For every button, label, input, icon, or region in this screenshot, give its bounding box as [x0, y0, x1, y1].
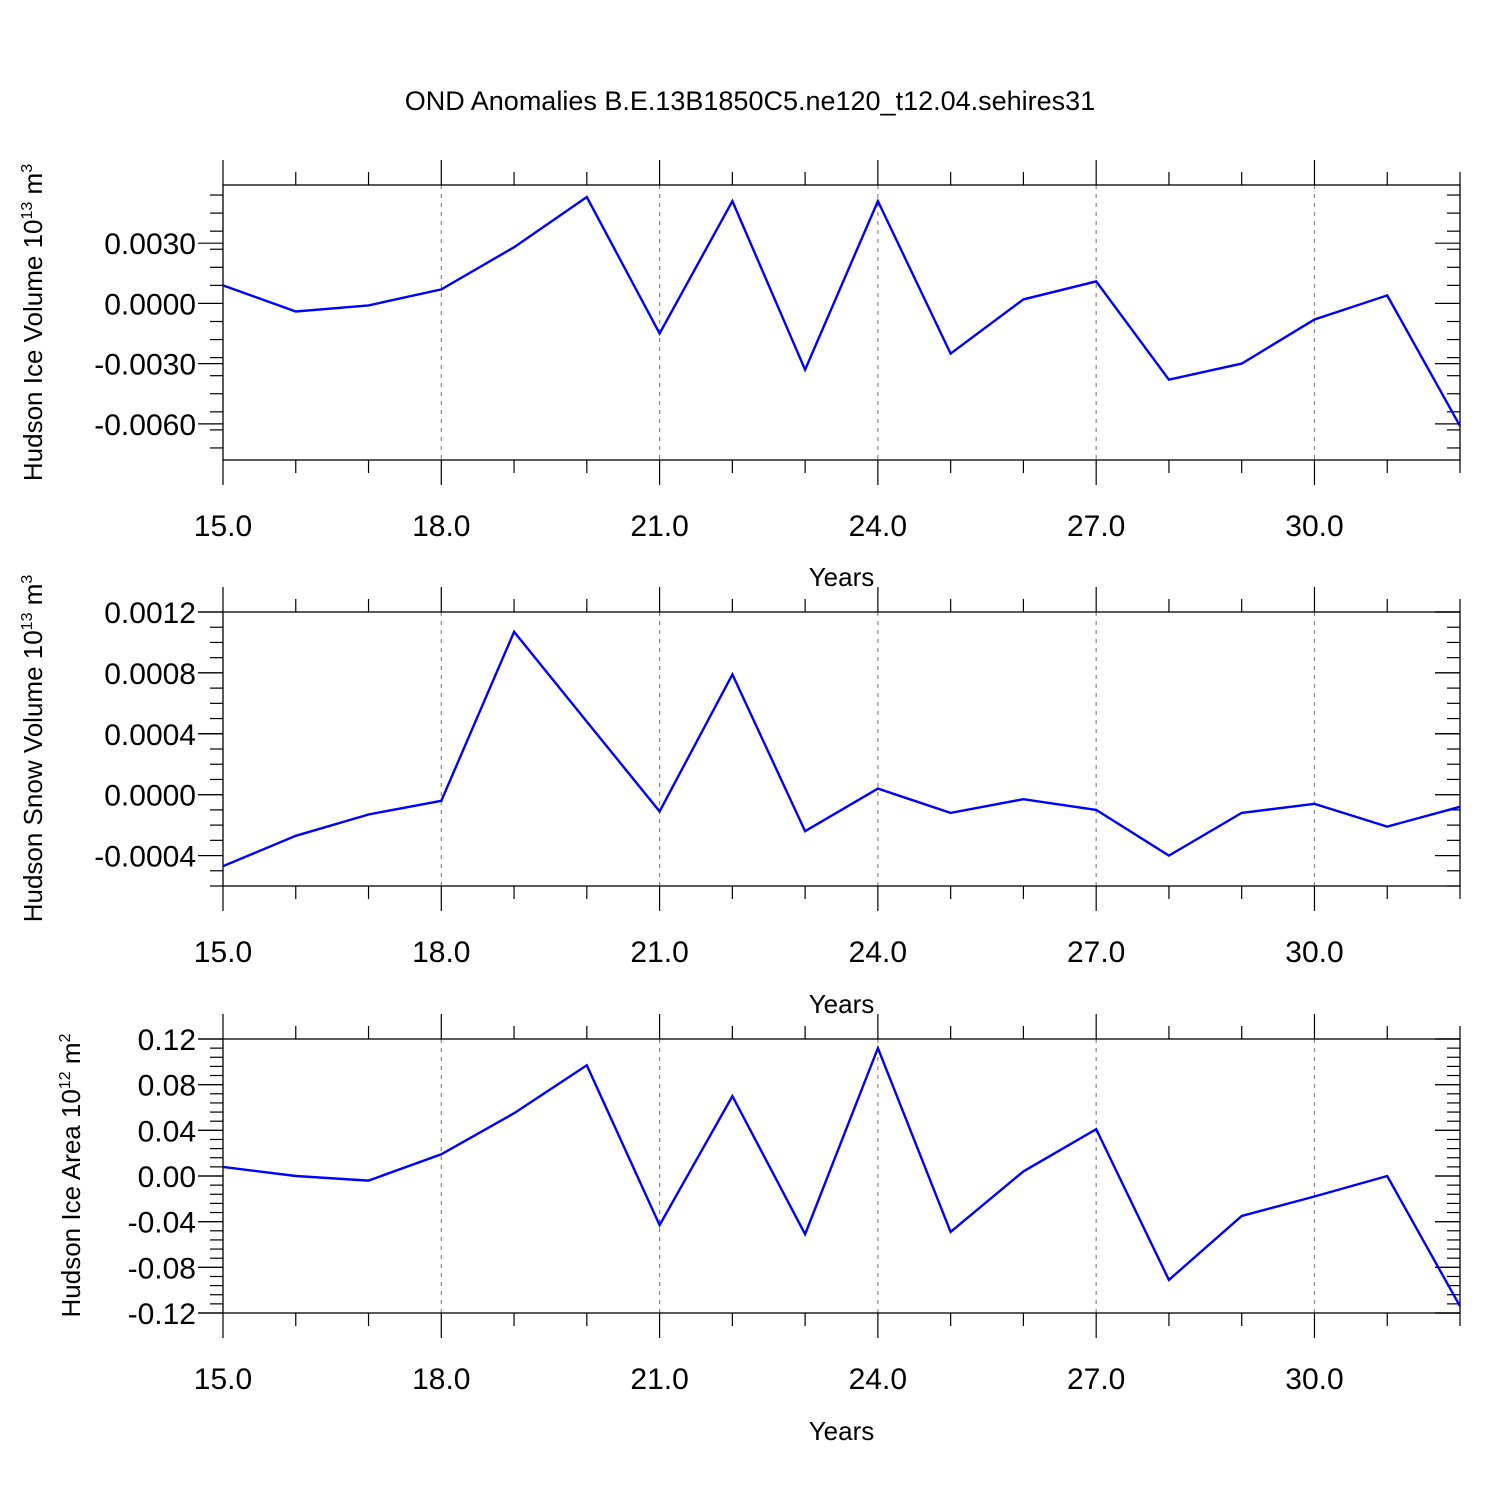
x-tick-label: 30.0 [1285, 510, 1343, 543]
series-line [222, 629, 1461, 868]
x-tick-label: 27.0 [1067, 936, 1125, 969]
x-tick-label: 15.0 [194, 936, 252, 969]
y-axis-title-part: m [56, 1042, 86, 1071]
x-tick-label: 30.0 [1285, 936, 1343, 969]
series-line [222, 1044, 1462, 1307]
y-tick-label: 0.0030 [104, 228, 196, 261]
x-axis-title: Years [809, 1416, 875, 1446]
x-tick-label: 24.0 [849, 1363, 907, 1396]
panel-1: 15.0 18.0 21.0 24.0 27.0 30.0 -0.0060 -0.0030 0.… [18, 160, 1462, 592]
x-tick-label: 18.0 [412, 1363, 470, 1396]
x-tick-label: 18.0 [412, 510, 470, 543]
y-axis-title-part: Hudson Ice Volume 10 [18, 219, 48, 481]
x-tick-label: 21.0 [630, 1363, 688, 1396]
x-tick-label: 30.0 [1285, 1363, 1343, 1396]
y-axis-title: Hudson Ice Volume 1013 m3 [18, 164, 48, 481]
y-tick-label: 0.0004 [104, 719, 196, 752]
x-tick-label: 21.0 [630, 510, 688, 543]
x-tick-label: 24.0 [849, 510, 907, 543]
y-axis-title-part: Hudson Snow Volume 10 [18, 630, 48, 922]
x-axis-title: Years [809, 562, 875, 592]
y-tick-label: 0.08 [138, 1070, 196, 1103]
panel-2: 15.0 18.0 21.0 24.0 27.0 30.0 -0.0004 0.0000 0.0… [18, 575, 1461, 1019]
x-tick-label: 24.0 [849, 936, 907, 969]
y-tick-label: 0.04 [138, 1115, 196, 1148]
y-tick-label: 0.0000 [104, 780, 196, 813]
y-axis-title-superscript: 3 [19, 575, 36, 584]
chart-title: OND Anomalies B.E.13B1850C5.ne120_t12.04… [404, 86, 1096, 116]
y-axis-title: Hudson Ice Area 1012 m2 [56, 1033, 86, 1317]
y-axis-title-superscript: 12 [57, 1071, 74, 1089]
y-tick-label: 0.12 [138, 1024, 196, 1057]
x-tick-label: 27.0 [1067, 510, 1125, 543]
y-axis-title-superscript: 13 [19, 612, 36, 630]
y-axis-title-superscript: 3 [19, 164, 36, 173]
x-axis-title: Years [809, 989, 875, 1019]
y-tick-label: 0.0000 [104, 288, 196, 321]
y-axis-title-part: m [18, 584, 48, 613]
y-tick-label: -0.0060 [94, 409, 196, 442]
plot-frame [222, 1038, 1461, 1314]
x-tick-label: 18.0 [412, 936, 470, 969]
panel-3: 15.0 18.0 21.0 24.0 27.0 30.0 -0.12 -0.08 -0.04 0… [56, 1014, 1462, 1446]
plot-frame [222, 184, 1461, 461]
x-tick-label: 15.0 [194, 510, 252, 543]
y-axis-title-superscript: 13 [19, 202, 36, 220]
x-tick-label: 21.0 [630, 936, 688, 969]
y-tick-label: -0.0004 [94, 841, 196, 874]
y-axis-title-part: m [18, 173, 48, 202]
y-tick-label: -0.08 [128, 1252, 196, 1285]
y-tick-label: 0.0008 [104, 658, 196, 691]
x-tick-label: 27.0 [1067, 1363, 1125, 1396]
y-axis-title-superscript: 2 [57, 1033, 74, 1042]
y-tick-label: 0.00 [138, 1161, 196, 1194]
y-axis-title-part: Hudson Ice Area 10 [56, 1089, 86, 1317]
y-tick-label: -0.0030 [94, 349, 196, 382]
y-tick-label: 0.0012 [104, 597, 196, 630]
plot-frame [222, 611, 1461, 887]
y-tick-label: -0.12 [128, 1298, 196, 1331]
series-line [222, 195, 1462, 427]
x-tick-label: 15.0 [194, 1363, 252, 1396]
y-tick-label: -0.04 [128, 1207, 196, 1240]
y-axis-title: Hudson Snow Volume 1013 m3 [18, 575, 48, 923]
